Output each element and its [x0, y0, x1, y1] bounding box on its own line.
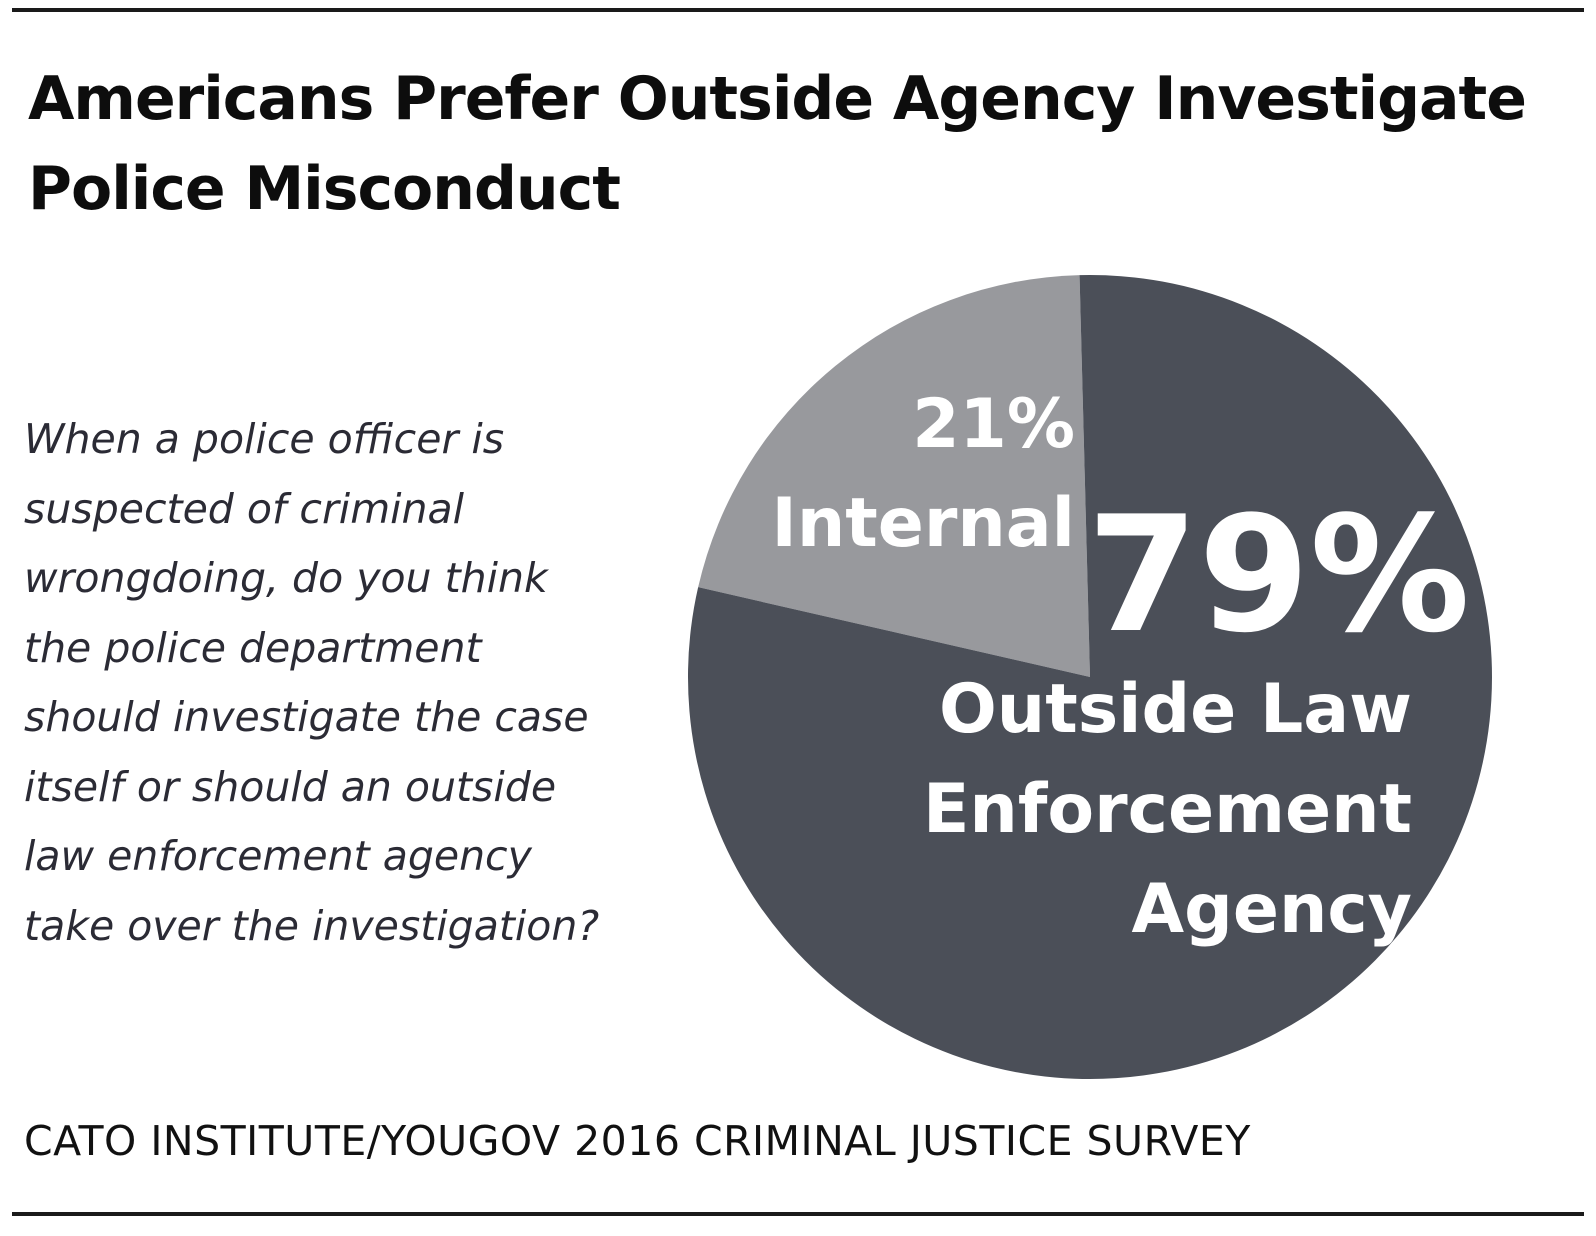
question-line-4: the police department — [24, 623, 482, 672]
question-line-3: wrongdoing, do you think — [24, 554, 548, 602]
question-line-2: suspected of criminal — [24, 484, 465, 533]
internal-value-label: 21% — [912, 385, 1075, 464]
outside-value-label: 79% — [1087, 481, 1470, 668]
chart-title-line-1: Americans Prefer Outside Agency Investig… — [28, 64, 1527, 134]
outside-name-label-line-2: Enforcement — [923, 770, 1412, 849]
source-note: CATO INSTITUTE/YOUGOV 2016 CRIMINAL JUST… — [24, 1117, 1251, 1165]
question-line-7: law enforcement agency — [24, 832, 532, 880]
pie-slice-outside-law-enforcement-agency — [687, 275, 1492, 1080]
chart-title: Americans Prefer Outside Agency Investig… — [28, 54, 1568, 234]
chart-title-line-2: Police Misconduct — [28, 154, 621, 224]
question-line-5: should investigate the case — [24, 693, 589, 741]
question-line-8: take over the investigation? — [24, 901, 600, 950]
question-line-6: itself or should an outside — [24, 762, 557, 811]
survey-question: When a police officer is suspected of cr… — [24, 405, 664, 961]
bottom-rule — [12, 1212, 1584, 1216]
outside-name-label-line-1: Outside Law — [939, 670, 1412, 749]
pie-slice-internal — [698, 275, 1090, 677]
outside-name-label-line-3: Agency — [1132, 870, 1412, 949]
pie-labels: 21% Internal 79% Outside Law Enforcement… — [772, 385, 1470, 949]
internal-name-label: Internal — [772, 484, 1075, 563]
top-rule — [12, 8, 1584, 12]
pie-slices — [687, 275, 1492, 1080]
question-line-1: When a police officer is — [24, 415, 505, 463]
